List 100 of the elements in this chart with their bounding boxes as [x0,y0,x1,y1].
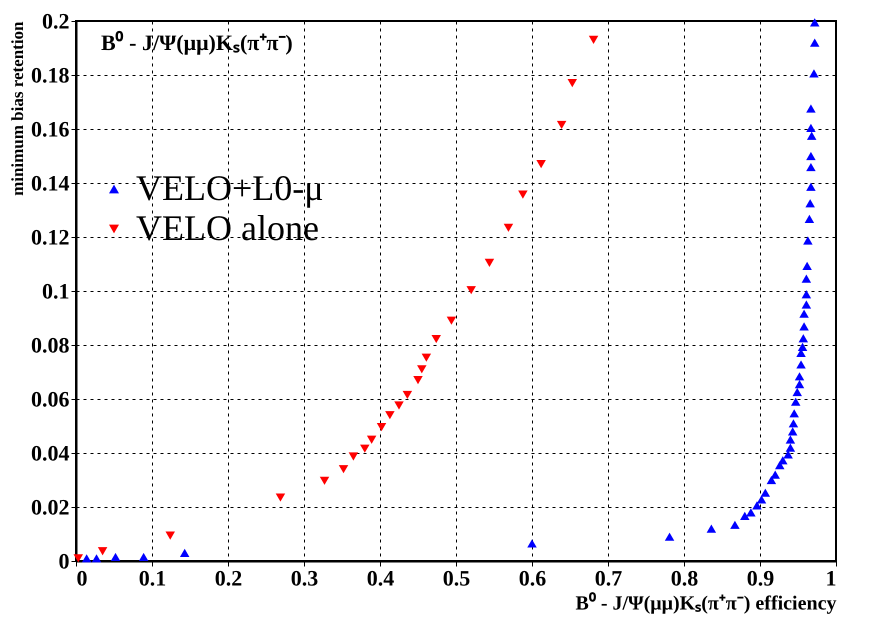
point [385,411,395,420]
point [794,372,804,380]
point [810,18,820,26]
point [783,450,793,458]
point [792,388,802,396]
x-tick-label: 0.2 [214,566,242,590]
point [806,104,816,113]
x-tick-label: 0.9 [746,566,774,590]
point [664,532,674,541]
point [138,552,148,562]
point [98,547,108,556]
x-tick-label: 0 [76,566,88,590]
y-tick-label: 0 [58,548,70,574]
point [376,422,386,432]
point [568,78,578,88]
legend-label: VELO alone [136,208,319,248]
point [809,69,819,78]
point [360,444,370,453]
x-tick-label: 0.6 [518,566,546,590]
legend-label: VELO+L0-μ [136,168,324,208]
point [796,360,806,369]
y-tick-label: 0.06 [31,386,70,412]
point [706,524,716,533]
point [806,182,816,191]
point [766,476,776,484]
point [74,554,84,562]
x-tick-label: 0.8 [670,566,698,590]
y-tick-label: 0.16 [31,116,70,142]
point [556,120,566,130]
point [788,427,798,436]
point [786,435,796,444]
point [746,508,756,517]
point [770,470,780,479]
x-tick-label: 0.3 [290,566,318,590]
point [799,322,809,330]
point [588,36,598,44]
point [338,465,348,474]
point [806,124,816,132]
y-tick-label: 0.02 [31,494,70,520]
point [276,493,286,502]
point [740,512,750,520]
y-tick-label: 0.04 [31,440,70,466]
point [803,236,813,245]
point [805,199,815,208]
chart-title: B⁰ - J/Ψ(μμ)Kₛ(π⁺π⁻) [101,30,293,55]
point [348,452,358,461]
point [806,132,816,140]
point [802,300,812,309]
point [417,365,427,374]
point [422,354,432,362]
point [786,443,796,452]
point [402,390,412,400]
point [804,214,814,224]
point [798,334,808,342]
y-tick-label: 0.18 [31,62,70,88]
y-tick-label: 0.14 [31,170,70,196]
x-tick-label: 0.7 [594,566,622,590]
point [431,334,441,344]
point [752,501,762,510]
point [799,310,809,318]
point [794,380,804,388]
point [446,316,456,325]
point [92,554,102,562]
point [180,548,190,558]
point [518,190,528,199]
point [790,398,800,406]
point [110,552,120,562]
point [366,436,376,444]
x-tick-label: 0.1 [138,566,166,590]
x-tick-label: 1 [826,566,836,590]
point [789,409,799,418]
point [527,539,537,548]
x-tick-label: 0.5 [442,566,470,590]
point [504,224,514,232]
y-tick-label: 0.1 [42,278,70,304]
point [788,419,798,428]
x-tick-label: 0.4 [366,566,394,590]
point [802,290,812,298]
point [756,495,766,504]
point [413,376,423,384]
point [484,258,494,268]
point [394,401,404,410]
y-tick-label: 0.08 [31,332,70,358]
point [802,274,812,283]
point [730,520,740,529]
y-axis-title: minimum bias retention [8,20,27,196]
point [760,488,770,497]
point [810,38,820,47]
point [320,476,330,485]
point [802,262,812,270]
point [82,554,92,562]
point [165,532,175,540]
point [806,152,816,160]
point [466,286,476,294]
point [798,342,808,351]
x-axis-title: B⁰ - J/Ψ(μμ)Kₛ(π⁺π⁻) efficiency [575,592,836,614]
point [536,160,546,168]
y-tick-label: 0.2 [42,8,70,34]
point [806,162,816,172]
y-tick-label: 0.12 [31,224,70,250]
